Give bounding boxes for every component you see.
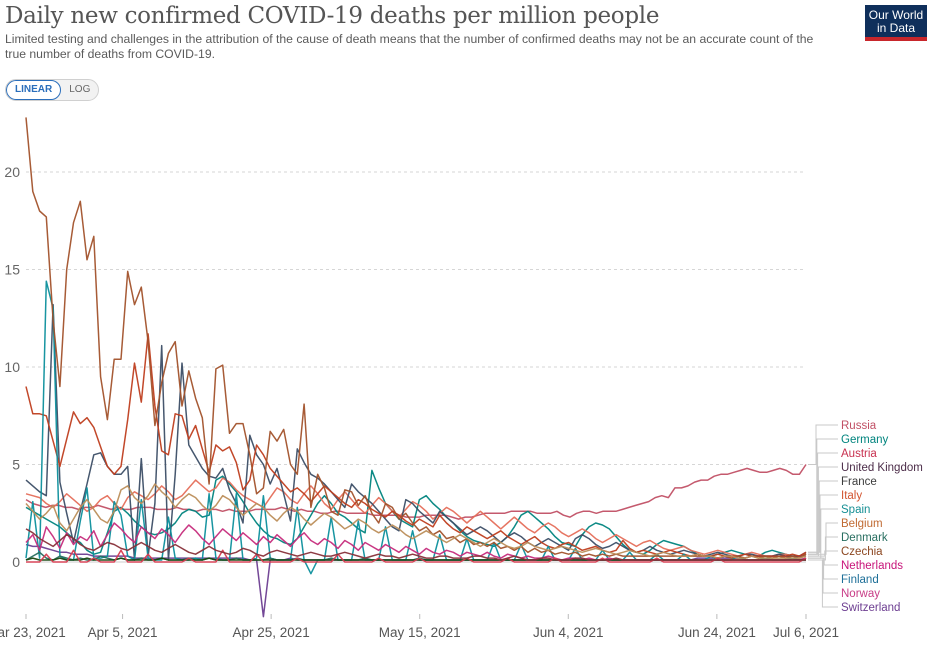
legend-label-switzerland: Switzerland: [841, 602, 900, 614]
x-axis: Mar 23, 2021 Apr 5, 2021 Apr 25, 2021 May 1…: [0, 614, 839, 640]
scale-option-linear[interactable]: LINEAR: [6, 80, 62, 100]
legend-connector: [808, 522, 838, 555]
legend-connector: [808, 550, 838, 557]
legend-label-czechia: Czechia: [841, 546, 883, 558]
series-line-germany: [25, 469, 807, 557]
x-tick-label: Jul 6, 2021: [773, 625, 839, 640]
x-tick-label: Jun 4, 2021: [533, 625, 604, 640]
x-tick-label: Apr 5, 2021: [88, 625, 158, 640]
x-tick-label: Jun 24, 2021: [678, 625, 756, 640]
legend-connector: [808, 557, 838, 594]
series-line-spain: [25, 280, 807, 575]
y-tick-label: 15: [4, 262, 20, 278]
logo-line-2: in Data: [876, 20, 916, 35]
legend-connector: [808, 424, 838, 465]
y-tick-label: 10: [4, 359, 20, 375]
logo-line-1: Our World: [868, 8, 924, 22]
legend-label-germany: Germany: [841, 434, 889, 446]
legend-connector: [808, 559, 838, 608]
owid-logo[interactable]: Our World in Data: [865, 5, 927, 41]
x-tick-label: Apr 25, 2021: [232, 625, 309, 640]
legend-label-russia: Russia: [841, 420, 877, 432]
x-tick-label: Mar 23, 2021: [0, 625, 66, 640]
legend-label-spain: Spain: [841, 504, 870, 516]
legend-label-norway: Norway: [841, 588, 880, 600]
series-line-norway: [26, 549, 807, 563]
legend-label-italy: Italy: [841, 490, 862, 502]
y-tick-label: 20: [4, 164, 20, 180]
legend-connector: [808, 494, 838, 553]
y-axis: 0 5 10 15 20: [4, 164, 20, 570]
y-tick-label: 0: [12, 554, 20, 570]
series-line-russia: [25, 464, 807, 520]
y-tick-label: 5: [12, 457, 20, 473]
legend-connector: [808, 452, 838, 555]
series-line-italy: [25, 333, 807, 557]
series-lines: [25, 117, 807, 618]
legend-label-france: France: [841, 476, 877, 488]
legend-connector: [808, 480, 838, 553]
legend-label-finland: Finland: [841, 574, 879, 586]
legend-label-netherlands: Netherlands: [841, 560, 903, 572]
chart-title: Daily new confirmed COVID-19 deaths per …: [5, 3, 660, 29]
series-line-czechia: [25, 483, 807, 559]
scale-toggle[interactable]: LINEAR LOG: [5, 79, 100, 101]
legend-label-austria: Austria: [841, 448, 877, 460]
legend-label-denmark: Denmark: [841, 532, 888, 544]
series-line-switzerland: [25, 528, 806, 561]
legend-label-belgium: Belgium: [841, 518, 883, 530]
scale-option-log[interactable]: LOG: [69, 84, 91, 95]
x-tick-label: May 15, 2021: [379, 625, 461, 640]
legend-label-united-kingdom: United Kingdom: [841, 462, 923, 474]
legend: Russia Germany Austria United Kingdom France…: [808, 420, 923, 614]
chart-subtitle: Limited testing and challenges in the at…: [5, 32, 814, 61]
legend-connector: [808, 466, 838, 557]
